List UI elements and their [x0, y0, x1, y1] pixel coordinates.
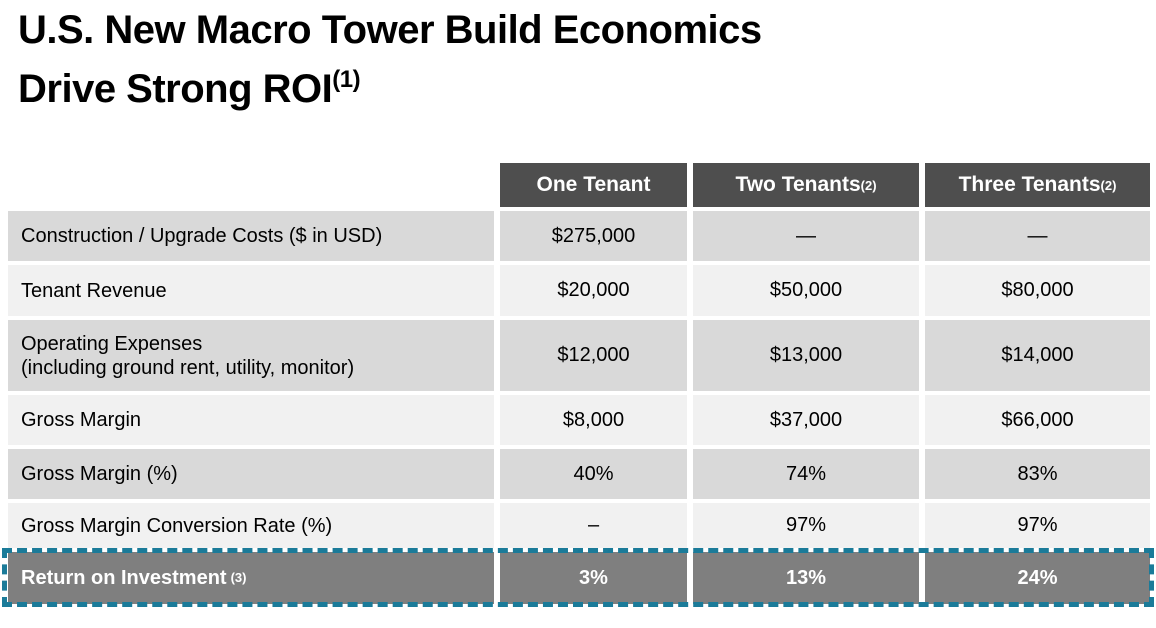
column-header-two-tenants: Two Tenants (2): [693, 163, 919, 207]
row-label-conversion-rate: Gross Margin Conversion Rate (%): [8, 503, 494, 548]
row-label-return-on-investment: Return on Investment (3): [8, 552, 494, 604]
footnote-ref-1: (1): [332, 66, 361, 93]
value-revenue-two-tenants: $50,000: [693, 265, 919, 316]
row-label-gross-margin: Gross Margin: [8, 395, 494, 445]
value-revenue-three-tenants: $80,000: [925, 265, 1150, 316]
value-roi-three-tenants: 24%: [925, 552, 1150, 604]
value-gross-margin-three-tenants: $66,000: [925, 395, 1150, 445]
column-header-one-tenant: One Tenant: [500, 163, 687, 207]
value-construction-two-tenants: —: [693, 211, 919, 261]
value-gross-margin-pct-one-tenant: 40%: [500, 449, 687, 499]
value-revenue-one-tenant: $20,000: [500, 265, 687, 316]
value-opex-three-tenants: $14,000: [925, 320, 1150, 391]
value-gross-margin-one-tenant: $8,000: [500, 395, 687, 445]
table-corner-spacer: [8, 163, 494, 207]
page-title-line2: Drive Strong ROI: [18, 67, 333, 111]
value-gross-margin-pct-three-tenants: 83%: [925, 449, 1150, 499]
footnote-ref-3: (3): [230, 570, 247, 585]
value-construction-one-tenant: $275,000: [500, 211, 687, 261]
footnote-ref-2: (2): [860, 177, 877, 193]
row-label-tenant-revenue: Tenant Revenue: [8, 265, 494, 316]
page-title-line1: U.S. New Macro Tower Build Economics: [18, 8, 762, 52]
column-header-three-tenants: Three Tenants (2): [925, 163, 1150, 207]
page-title: U.S. New Macro Tower Build Economics Dri…: [18, 6, 762, 114]
value-opex-one-tenant: $12,000: [500, 320, 687, 391]
row-label-construction-costs: Construction / Upgrade Costs ($ in USD): [8, 211, 494, 261]
value-roi-two-tenants: 13%: [693, 552, 919, 604]
value-conversion-three-tenants: 97%: [925, 503, 1150, 548]
value-conversion-two-tenants: 97%: [693, 503, 919, 548]
footnote-ref-2: (2): [1100, 177, 1117, 193]
economics-table: One Tenant Two Tenants (2) Three Tenants(…: [2, 163, 1154, 607]
value-construction-three-tenants: —: [925, 211, 1150, 261]
row-label-operating-expenses: Operating Expenses (including ground rent…: [8, 320, 494, 391]
row-label-gross-margin-pct: Gross Margin (%): [8, 449, 494, 499]
value-gross-margin-two-tenants: $37,000: [693, 395, 919, 445]
value-conversion-one-tenant: –: [500, 503, 687, 548]
value-opex-two-tenants: $13,000: [693, 320, 919, 391]
value-roi-one-tenant: 3%: [500, 552, 687, 604]
value-gross-margin-pct-two-tenants: 74%: [693, 449, 919, 499]
